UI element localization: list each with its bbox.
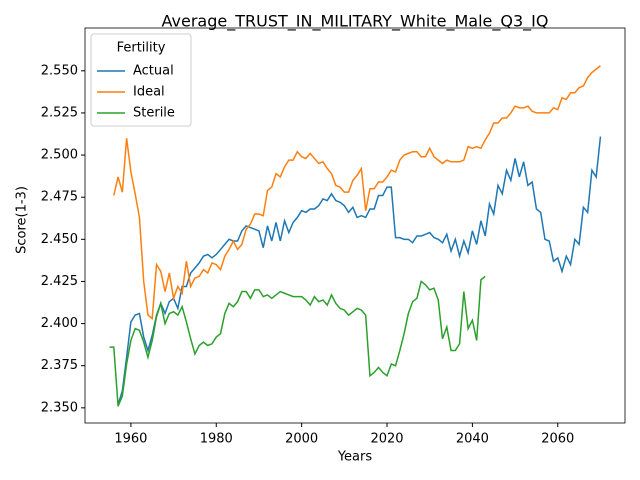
y-tick-label: 2.375: [41, 358, 78, 373]
chart-title: Average_TRUST_IN_MILITARY_White_Male_Q3_…: [162, 12, 549, 32]
plot-frame: [84, 27, 626, 424]
series-line: [113, 65, 601, 320]
y-tick-label: 2.475: [41, 190, 78, 205]
x-tick-label: 2060: [541, 432, 574, 447]
y-tick-label: 2.400: [41, 316, 78, 331]
y-tick-label: 2.525: [41, 105, 78, 120]
legend-label: Actual: [133, 64, 174, 79]
y-tick-label: 2.550: [41, 63, 78, 78]
y-tick-label: 2.450: [41, 232, 78, 247]
x-tick-label: 1980: [200, 432, 233, 447]
series-line: [117, 136, 602, 405]
legend-title: Fertility: [117, 41, 166, 56]
x-tick-label: 2040: [456, 432, 489, 447]
legend-label: Sterile: [133, 106, 175, 121]
y-tick-label: 2.425: [41, 274, 78, 289]
x-axis-label: Years: [337, 450, 373, 465]
y-tick-label: 2.500: [41, 148, 78, 163]
legend-label: Ideal: [133, 85, 165, 100]
x-tick-label: 2020: [370, 432, 403, 447]
x-tick-label: 1960: [114, 432, 147, 447]
y-tick-label: 2.350: [41, 400, 78, 415]
legend-box: [90, 33, 192, 127]
x-tick-label: 2000: [285, 432, 318, 447]
y-axis-label: Score(1-3): [15, 186, 30, 254]
series-line: [109, 275, 486, 407]
